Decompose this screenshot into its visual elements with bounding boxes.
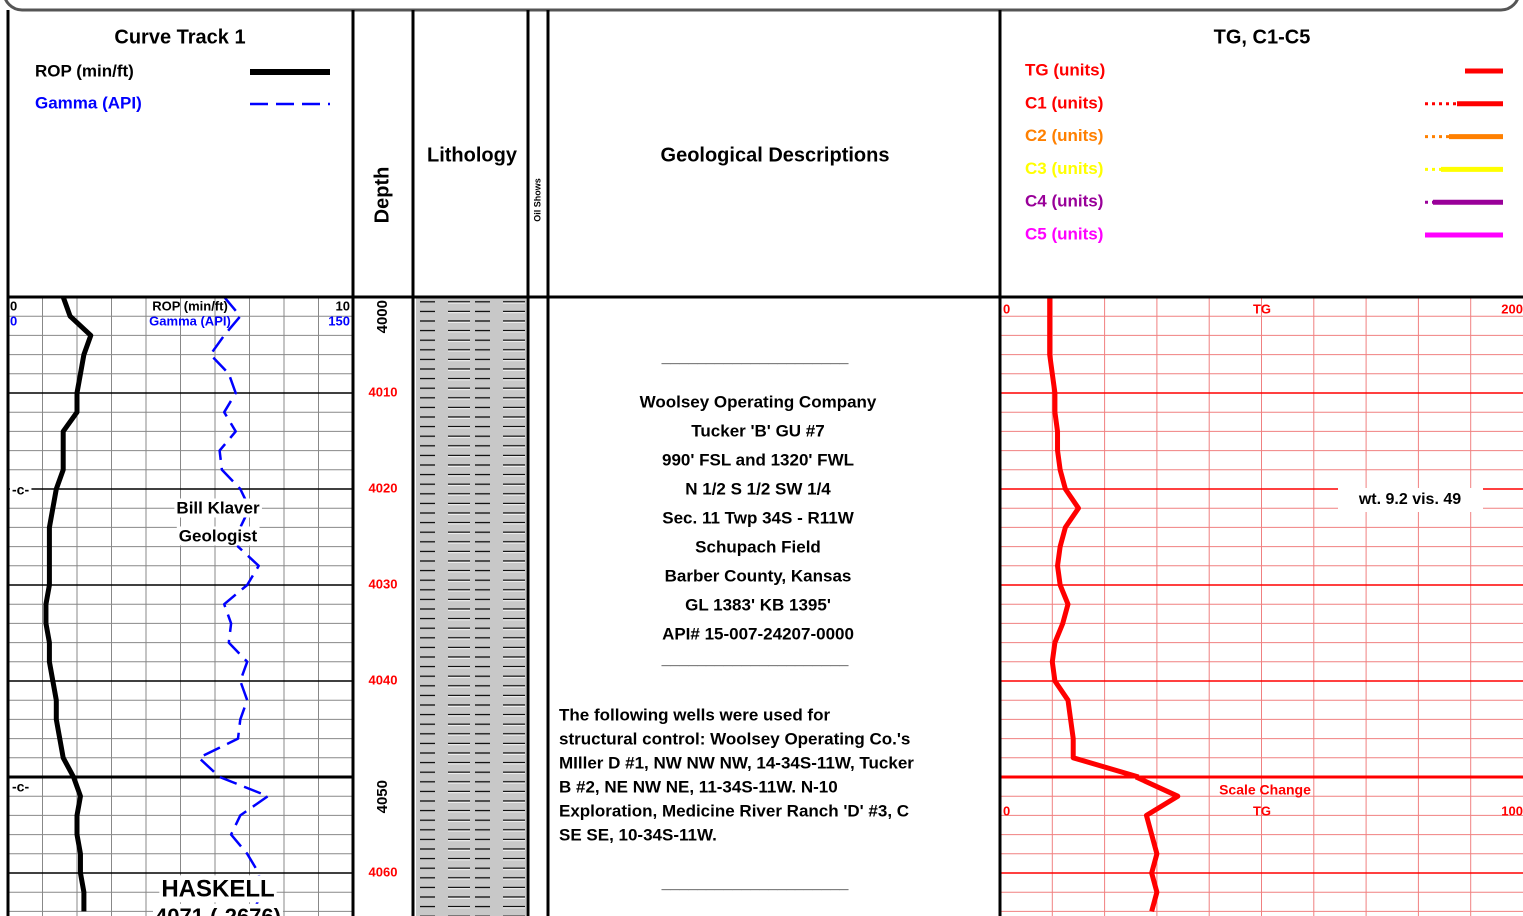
depth-label: 4000 <box>374 300 391 333</box>
label-bg <box>1338 488 1483 512</box>
track-title: Lithology <box>427 144 518 166</box>
scale-min: 0 <box>10 298 17 313</box>
scale-max: 10 <box>336 298 350 313</box>
separator: _____________________ <box>661 651 850 668</box>
label-bg <box>153 903 283 916</box>
track-title: TG, C1-C5 <box>1214 26 1311 48</box>
scale-min: 0 <box>1003 803 1010 818</box>
legend-label: C5 (units) <box>1025 224 1103 243</box>
description-line: Sec. 11 Twp 34S - R11W <box>662 508 854 527</box>
label-bg <box>176 526 260 546</box>
depth-label: 4040 <box>369 672 398 687</box>
scale-name: Gamma (API) <box>149 313 231 328</box>
label-bg <box>10 778 32 795</box>
scale-name: TG <box>1253 803 1271 818</box>
description-line: Tucker 'B' GU #7 <box>691 421 824 440</box>
separator: _____________________ <box>661 875 850 892</box>
depth-label: 4060 <box>369 864 398 879</box>
legend-label: C2 (units) <box>1025 126 1103 145</box>
curve <box>1134 774 1181 913</box>
lithology-column <box>416 297 526 916</box>
description-line: Barber County, Kansas <box>665 566 852 585</box>
description-line: SE SE, 10-34S-11W. <box>559 825 717 844</box>
curve-track-grid <box>8 297 353 916</box>
legend-label: ROP (min/ft) <box>35 61 134 80</box>
description-line: 990' FSL and 1320' FWL <box>662 450 854 469</box>
description-line: MIller D #1, NW NW NW, 14-34S-11W, Tucke… <box>559 753 914 772</box>
description-line: Exploration, Medicine River Ranch 'D' #3… <box>559 801 909 820</box>
legend-label: C4 (units) <box>1025 192 1103 211</box>
legend-label: C1 (units) <box>1025 93 1103 112</box>
annotation: Bill Klaver <box>176 498 260 517</box>
label-bg <box>159 875 277 903</box>
description-line: Schupach Field <box>695 537 821 556</box>
curve <box>43 296 94 912</box>
scale-name: TG <box>1253 301 1271 316</box>
annotation: 4071 (-2676) <box>155 904 281 916</box>
label-bg <box>10 481 32 498</box>
scale-min: 0 <box>10 313 17 328</box>
depth-label: 4010 <box>369 384 398 399</box>
track-title: Oil Shows <box>532 178 542 222</box>
description-line: structural control: Woolsey Operating Co… <box>559 729 910 748</box>
annotation: -c- <box>12 779 29 795</box>
scale-max: 200 <box>1501 301 1523 316</box>
track-title: Curve Track 1 <box>114 26 245 48</box>
scale-name: ROP (min/ft) <box>152 298 228 313</box>
scale-max: 100 <box>1501 803 1523 818</box>
annotation: Scale Change <box>1219 782 1311 798</box>
description-line: B #2, NE NW NE, 11-34S-11W. N-10 <box>559 777 838 796</box>
separator: _____________________ <box>661 349 850 366</box>
curve <box>1047 297 1140 780</box>
legend-label: TG (units) <box>1025 60 1105 79</box>
frame-top <box>4 0 1519 12</box>
annotation: -c- <box>12 482 29 498</box>
gas-track-grid <box>1000 297 1523 916</box>
track-title: Geological Descriptions <box>661 144 890 166</box>
label-bg <box>174 498 262 518</box>
scale-min: 0 <box>1003 301 1010 316</box>
annotation: wt. 9.2 vis. 49 <box>1358 491 1461 508</box>
legend-label: C3 (units) <box>1025 159 1103 178</box>
curve <box>197 296 270 912</box>
description-line: GL 1383' KB 1395' <box>685 595 831 614</box>
legend-label: Gamma (API) <box>35 93 142 112</box>
depth-label: 4050 <box>374 780 391 813</box>
depth-label: 4030 <box>369 576 398 591</box>
track-title: Depth <box>371 167 393 224</box>
description-line: N 1/2 S 1/2 SW 1/4 <box>685 479 831 498</box>
depth-label: 4020 <box>369 480 398 495</box>
description-line: API# 15-007-24207-0000 <box>662 624 854 643</box>
annotation: HASKELL <box>161 875 274 902</box>
description-line: Woolsey Operating Company <box>640 392 877 411</box>
description-line: The following wells were used for <box>559 705 830 724</box>
scale-max: 150 <box>328 313 350 328</box>
annotation: Geologist <box>179 526 258 545</box>
